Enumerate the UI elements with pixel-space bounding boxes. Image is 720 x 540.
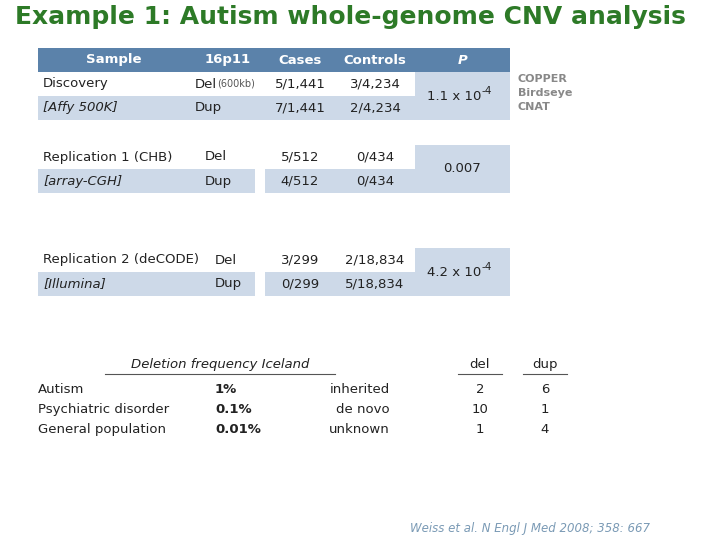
Text: 2: 2 <box>476 383 485 396</box>
Text: 3/299: 3/299 <box>281 253 319 267</box>
Bar <box>415 248 510 272</box>
Text: 0/299: 0/299 <box>281 278 319 291</box>
Text: Deletion frequency Iceland: Deletion frequency Iceland <box>131 358 309 371</box>
Bar <box>335 72 415 96</box>
Bar <box>200 145 255 169</box>
Text: 1%: 1% <box>215 383 238 396</box>
Bar <box>415 96 510 120</box>
Bar <box>200 169 255 193</box>
Bar <box>415 48 510 72</box>
Text: Autism: Autism <box>38 383 84 396</box>
Text: 2/18,834: 2/18,834 <box>346 253 405 267</box>
Bar <box>265 169 335 193</box>
Bar <box>415 145 510 169</box>
Text: de novo: de novo <box>336 403 390 416</box>
Text: -4: -4 <box>481 262 492 272</box>
Text: 0/434: 0/434 <box>356 174 394 187</box>
Text: 0.01%: 0.01% <box>215 423 261 436</box>
Bar <box>38 169 200 193</box>
Text: Del: Del <box>215 253 237 267</box>
Bar <box>38 48 190 72</box>
Text: [Affy 500K]: [Affy 500K] <box>43 102 117 114</box>
Bar <box>190 96 265 120</box>
Text: del: del <box>469 358 490 371</box>
Bar <box>38 248 210 272</box>
Text: Birdseye: Birdseye <box>518 88 572 98</box>
Text: Controls: Controls <box>343 53 406 66</box>
Text: CNAT: CNAT <box>518 102 551 112</box>
Text: dup: dup <box>532 358 558 371</box>
Bar <box>38 72 190 96</box>
Bar <box>265 248 335 272</box>
Text: General population: General population <box>38 423 166 436</box>
Text: 4.2 x 10: 4.2 x 10 <box>428 266 482 279</box>
Bar <box>335 96 415 120</box>
Bar <box>265 145 335 169</box>
Text: 4: 4 <box>541 423 549 436</box>
Text: unknown: unknown <box>329 423 390 436</box>
Bar <box>38 145 200 169</box>
Text: Psychiatric disorder: Psychiatric disorder <box>38 403 169 416</box>
Text: Del: Del <box>205 151 227 164</box>
Text: 2/4,234: 2/4,234 <box>350 102 400 114</box>
Bar <box>190 48 265 72</box>
Bar <box>210 272 255 296</box>
Text: Discovery: Discovery <box>43 78 109 91</box>
Text: Replication 2 (deCODE): Replication 2 (deCODE) <box>43 253 199 267</box>
Text: P: P <box>458 53 467 66</box>
Text: 5/18,834: 5/18,834 <box>346 278 405 291</box>
Bar <box>265 48 335 72</box>
Text: 5/512: 5/512 <box>281 151 319 164</box>
Text: Sample: Sample <box>86 53 142 66</box>
Bar <box>38 272 210 296</box>
Text: 1.1 x 10: 1.1 x 10 <box>427 90 482 103</box>
Text: 16p11: 16p11 <box>204 53 251 66</box>
Text: Cases: Cases <box>279 53 322 66</box>
Bar <box>415 169 510 193</box>
Text: 10: 10 <box>472 403 488 416</box>
Text: 0.1%: 0.1% <box>215 403 251 416</box>
Text: [Illumina]: [Illumina] <box>43 278 106 291</box>
Bar <box>210 248 255 272</box>
Text: 3/4,234: 3/4,234 <box>350 78 400 91</box>
Text: Dup: Dup <box>205 174 232 187</box>
Text: (600kb): (600kb) <box>217 79 255 89</box>
Bar <box>415 272 510 296</box>
Text: Weiss et al. N Engl J Med 2008; 358: 667: Weiss et al. N Engl J Med 2008; 358: 667 <box>410 522 650 535</box>
Text: Dup: Dup <box>215 278 242 291</box>
Text: -4: -4 <box>481 86 492 96</box>
Bar <box>265 96 335 120</box>
Text: Replication 1 (CHB): Replication 1 (CHB) <box>43 151 172 164</box>
Bar <box>335 248 415 272</box>
Bar <box>190 72 265 96</box>
Bar <box>335 272 415 296</box>
Bar <box>415 72 510 96</box>
Bar <box>38 96 190 120</box>
Text: 4/512: 4/512 <box>281 174 319 187</box>
Text: Dup: Dup <box>195 102 222 114</box>
Text: 7/1,441: 7/1,441 <box>274 102 325 114</box>
Bar <box>265 72 335 96</box>
Text: 5/1,441: 5/1,441 <box>274 78 325 91</box>
Text: 1: 1 <box>476 423 485 436</box>
Bar <box>335 169 415 193</box>
Bar <box>335 145 415 169</box>
Text: Del: Del <box>195 78 217 91</box>
Text: 6: 6 <box>541 383 549 396</box>
Bar <box>265 272 335 296</box>
Text: 0.007: 0.007 <box>444 163 482 176</box>
Text: 1: 1 <box>541 403 549 416</box>
Text: Example 1: Autism whole-genome CNV analysis: Example 1: Autism whole-genome CNV analy… <box>15 5 686 29</box>
Text: [array-CGH]: [array-CGH] <box>43 174 122 187</box>
Text: 0/434: 0/434 <box>356 151 394 164</box>
Bar <box>335 48 415 72</box>
Text: inherited: inherited <box>330 383 390 396</box>
Text: COPPER: COPPER <box>518 74 568 84</box>
